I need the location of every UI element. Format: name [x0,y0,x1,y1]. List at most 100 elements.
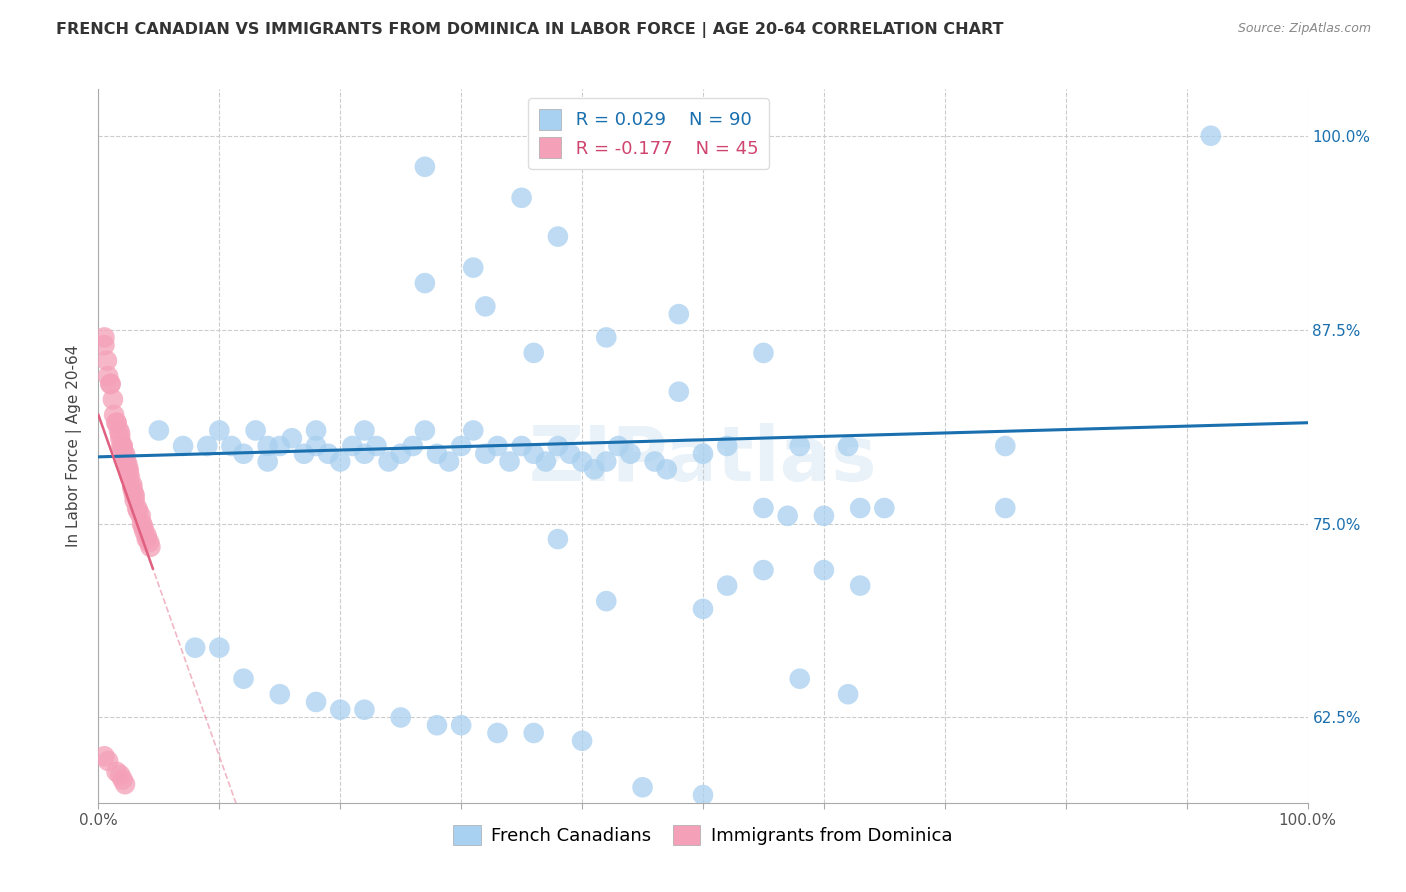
Point [752,501,775,516]
Point [148,424,170,438]
Text: Source: ZipAtlas.com: Source: ZipAtlas.com [1237,22,1371,36]
Point [547,439,569,453]
Point [837,687,859,701]
Point [93,749,115,764]
Point [111,772,134,787]
Point [110,439,132,453]
Point [127,501,149,516]
Point [474,299,496,313]
Point [413,276,436,290]
Point [195,439,218,453]
Point [232,447,254,461]
Point [547,532,569,546]
Point [413,424,436,438]
Point [558,447,581,461]
Point [510,191,533,205]
Point [994,501,1017,516]
Point [716,439,738,453]
Point [135,529,157,543]
Point [118,470,141,484]
Point [668,307,690,321]
Point [655,462,678,476]
Point [498,454,520,468]
Point [873,501,896,516]
Point [221,439,243,453]
Point [105,416,128,430]
Point [134,524,156,539]
Point [184,640,207,655]
Point [122,485,145,500]
Point [607,439,630,453]
Point [631,780,654,795]
Point [486,726,509,740]
Y-axis label: In Labor Force | Age 20-64: In Labor Force | Age 20-64 [66,345,83,547]
Point [716,579,738,593]
Point [101,392,124,407]
Point [353,424,375,438]
Point [114,450,136,464]
Point [523,346,546,360]
Point [692,447,714,461]
Point [232,672,254,686]
Point [111,439,134,453]
Point [93,338,115,352]
Point [523,447,546,461]
Point [108,768,131,782]
Point [114,447,136,461]
Point [849,579,872,593]
Point [305,439,328,453]
Point [281,431,304,445]
Point [108,426,131,441]
Point [377,454,399,468]
Point [1199,128,1222,143]
Point [108,431,131,445]
Point [124,493,146,508]
Point [111,442,134,456]
Point [813,508,835,523]
Point [342,439,364,453]
Point [129,508,152,523]
Point [849,501,872,516]
Point [115,454,138,468]
Point [366,439,388,453]
Point [329,454,352,468]
Point [644,454,666,468]
Legend: French Canadians, Immigrants from Dominica: French Canadians, Immigrants from Domini… [444,815,962,855]
Point [100,376,122,391]
Point [139,540,162,554]
Point [692,788,714,802]
Point [108,424,131,438]
Point [789,439,811,453]
Point [132,519,155,533]
Point [305,424,328,438]
Point [353,447,375,461]
Point [463,260,485,275]
Point [668,384,690,399]
Point [121,481,143,495]
Point [413,160,436,174]
Point [103,408,125,422]
Point [329,703,352,717]
Point [208,640,231,655]
Point [692,602,714,616]
Point [97,754,120,768]
Point [776,508,799,523]
Point [523,726,546,740]
Point [510,439,533,453]
Point [135,532,157,546]
Point [450,718,472,732]
Point [118,462,141,476]
Point [256,454,278,468]
Point [994,439,1017,453]
Point [117,458,139,472]
Point [124,489,146,503]
Point [426,447,449,461]
Point [402,439,425,453]
Point [97,369,120,384]
Point [100,376,122,391]
Point [353,703,375,717]
Point [619,447,641,461]
Point [752,346,775,360]
Point [595,594,617,608]
Point [389,710,412,724]
